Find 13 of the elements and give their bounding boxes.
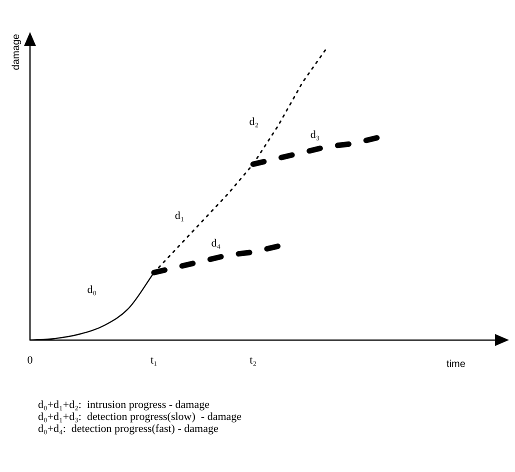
annotation: d₁	[174, 210, 184, 222]
x-tick-label: t₁	[150, 354, 158, 366]
series-label: d₄	[211, 237, 221, 250]
text: d₀+d₄: detection progress(fast) - damage	[38, 422, 218, 435]
x-axis-title: time	[446, 358, 466, 370]
y-axis-title: damage	[10, 33, 22, 70]
annotation: d₂	[249, 116, 259, 128]
x-tick-label: t₂	[250, 354, 257, 366]
text: d₀+d₁+d₃: detection progress(slow) - damage	[38, 410, 242, 423]
text: d₀	[87, 284, 97, 296]
series-label: d₃	[310, 128, 320, 141]
text: d₀+d₁+d₂: intrusion progress - damage	[38, 398, 210, 411]
x-tick-label: 0	[27, 354, 34, 366]
